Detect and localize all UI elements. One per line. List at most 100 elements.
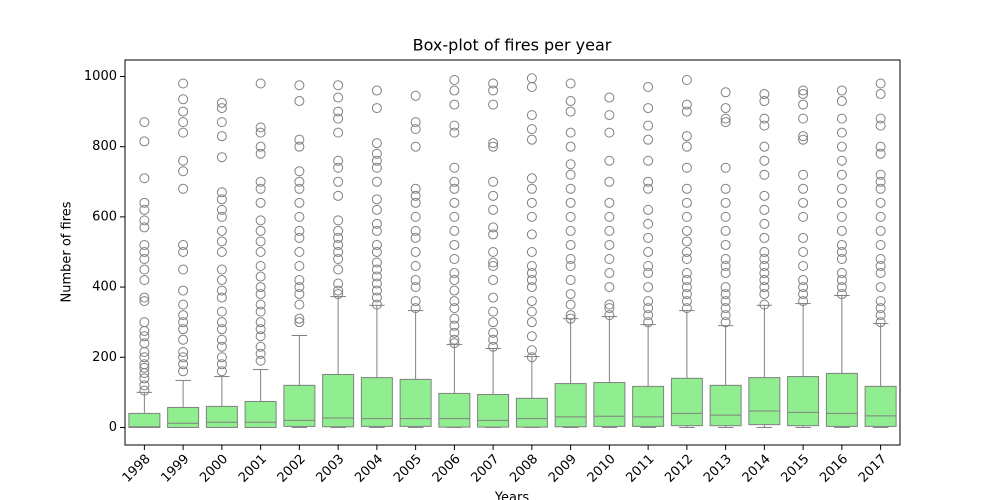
outlier xyxy=(604,110,615,121)
chart-title: Box-plot of fires per year xyxy=(413,36,612,55)
outlier xyxy=(333,92,344,103)
outlier xyxy=(875,282,886,293)
outlier xyxy=(371,246,382,257)
outlier xyxy=(371,292,382,303)
outlier xyxy=(565,197,576,208)
outlier xyxy=(565,225,576,236)
outlier xyxy=(178,246,189,257)
outlier xyxy=(681,275,692,286)
outlier xyxy=(294,183,305,194)
outlier xyxy=(720,261,731,272)
outlier xyxy=(526,82,537,93)
outlier xyxy=(604,225,615,236)
x-tick-label: 2011 xyxy=(623,452,657,486)
outlier xyxy=(410,197,421,208)
outlier xyxy=(565,299,576,310)
outlier xyxy=(526,197,537,208)
outlier xyxy=(759,289,770,300)
outlier xyxy=(488,99,499,110)
outlier xyxy=(759,218,770,229)
outlier xyxy=(139,204,150,215)
outlier xyxy=(139,325,150,336)
x-tick-label: 2017 xyxy=(856,452,890,486)
outlier xyxy=(875,148,886,159)
outlier xyxy=(526,73,537,84)
outlier xyxy=(294,166,305,177)
outlier xyxy=(449,211,460,222)
box xyxy=(864,385,897,427)
outlier xyxy=(449,275,460,286)
x-tick-label: 2004 xyxy=(352,452,386,486)
outlier xyxy=(371,239,382,250)
outlier xyxy=(488,306,499,317)
outlier xyxy=(643,268,654,279)
outlier xyxy=(216,292,227,303)
outlier xyxy=(294,80,305,91)
outlier xyxy=(216,131,227,142)
x-tick-label: 2014 xyxy=(740,452,774,486)
outlier xyxy=(178,346,189,357)
outlier xyxy=(720,253,731,264)
outlier xyxy=(875,211,886,222)
outlier xyxy=(333,246,344,257)
x-tick-label: 2008 xyxy=(507,452,541,486)
outlier xyxy=(565,183,576,194)
outlier xyxy=(216,341,227,352)
outlier xyxy=(875,253,886,264)
outlier xyxy=(139,362,150,373)
outlier xyxy=(681,162,692,173)
outlier xyxy=(294,232,305,243)
outlier xyxy=(681,289,692,300)
outlier xyxy=(643,155,654,166)
outlier xyxy=(255,324,266,335)
outlier xyxy=(681,268,692,279)
outlier xyxy=(294,261,305,272)
y-tick-label: 200 xyxy=(92,350,117,365)
outlier xyxy=(488,141,499,152)
outlier xyxy=(759,204,770,215)
outlier xyxy=(681,236,692,247)
outlier xyxy=(449,85,460,96)
outlier xyxy=(720,239,731,250)
outlier xyxy=(836,282,847,293)
outlier xyxy=(216,103,227,114)
outlier xyxy=(643,317,654,328)
outlier xyxy=(526,183,537,194)
outlier xyxy=(526,317,537,328)
outlier xyxy=(488,222,499,233)
outlier xyxy=(759,169,770,180)
outlier xyxy=(526,352,537,363)
outlier xyxy=(643,232,654,243)
box xyxy=(787,376,820,427)
y-axis-label: Number of fires xyxy=(60,201,75,302)
outlier xyxy=(565,313,576,324)
outlier xyxy=(216,334,227,345)
outlier xyxy=(139,338,150,349)
outlier xyxy=(526,282,537,293)
outlier xyxy=(216,285,227,296)
outlier xyxy=(526,229,537,240)
outlier xyxy=(681,197,692,208)
box xyxy=(632,385,665,427)
outlier xyxy=(836,289,847,300)
outlier xyxy=(836,253,847,264)
outlier xyxy=(410,90,421,101)
outlier xyxy=(139,253,150,264)
outlier xyxy=(836,169,847,180)
outlier xyxy=(333,285,344,296)
outlier xyxy=(681,296,692,307)
outlier xyxy=(759,141,770,152)
outlier xyxy=(255,236,266,247)
outlier xyxy=(255,317,266,328)
outlier xyxy=(798,296,809,307)
outlier xyxy=(410,303,421,314)
outlier xyxy=(139,222,150,233)
outlier xyxy=(720,310,731,321)
outlier xyxy=(255,348,266,359)
outlier xyxy=(333,225,344,236)
outlier xyxy=(255,225,266,236)
outlier xyxy=(410,190,421,201)
outlier xyxy=(604,92,615,103)
outlier xyxy=(371,176,382,187)
